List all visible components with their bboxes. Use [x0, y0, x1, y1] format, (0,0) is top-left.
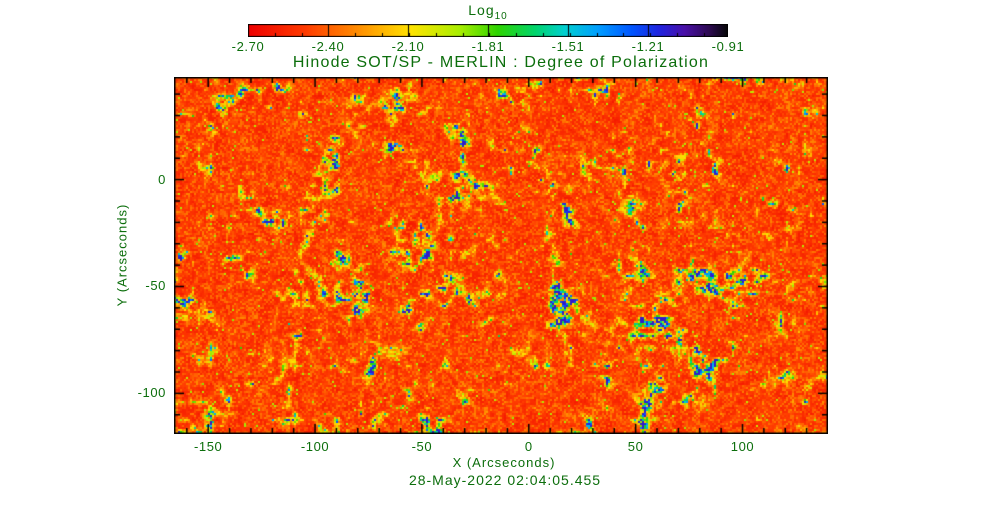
colorbar-tick-label: -2.40 — [311, 39, 345, 54]
y-axis-tick-label: -100 — [137, 385, 166, 401]
x-axis-tick-label: 50 — [627, 439, 644, 454]
colorbar-title-subscript: 10 — [494, 10, 508, 22]
colorbar-tick-label: -1.21 — [631, 39, 665, 54]
colorbar-tick-label: -2.10 — [391, 39, 425, 54]
x-axis-tick-label: 100 — [730, 439, 755, 454]
timestamp-caption: 28-May-2022 02:04:05.455 — [408, 472, 602, 488]
plot-title: Hinode SOT/SP - MERLIN : Degree of Polar… — [292, 54, 710, 71]
colorbar-title: Log10 — [248, 2, 728, 22]
colorbar-tick-label: -0.91 — [711, 39, 745, 54]
colorbar-gradient — [248, 24, 728, 37]
x-axis-tick-label: 0 — [524, 439, 533, 454]
colorbar-tick-label: -2.70 — [231, 39, 265, 54]
x-axis-tick-label: -100 — [300, 439, 330, 454]
colorbar-title-text: Log — [468, 2, 495, 18]
y-axis-tick-label: 0 — [158, 171, 166, 187]
x-axis-label: X (Arcseconds) — [452, 455, 556, 470]
colorbar-tick-label: -1.81 — [471, 39, 505, 54]
x-axis-tick-label: -150 — [193, 439, 223, 454]
x-axis-tick-label: -50 — [411, 439, 433, 454]
colorbar-tick-label: -1.51 — [551, 39, 585, 54]
heatmap-canvas — [174, 77, 828, 434]
y-axis-tick-label: -50 — [145, 278, 166, 294]
